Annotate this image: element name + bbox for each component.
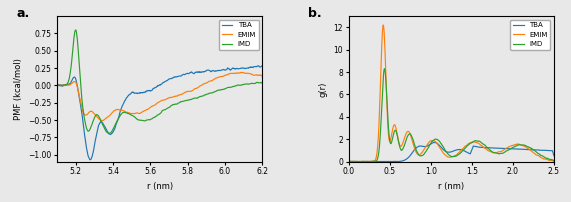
IMD — [399, 149, 405, 152]
EMIM — [109, 111, 116, 113]
EMIM — [268, 80, 275, 82]
TBA — [550, 154, 557, 157]
EMIM — [151, 104, 158, 106]
Line: IMD: IMD — [348, 69, 554, 162]
TBA — [54, 84, 61, 86]
EMIM — [467, 142, 474, 144]
TBA — [87, 159, 94, 161]
IMD — [216, 89, 223, 91]
IMD — [439, 143, 445, 146]
TBA — [262, 64, 269, 66]
IMD — [345, 160, 352, 163]
Line: EMIM: EMIM — [348, 25, 554, 162]
EMIM — [380, 24, 387, 26]
Legend: TBA, EMIM, IMD: TBA, EMIM, IMD — [219, 20, 259, 50]
Text: b.: b. — [308, 7, 321, 20]
Line: IMD: IMD — [57, 30, 272, 133]
EMIM — [98, 119, 105, 122]
EMIM — [500, 148, 507, 151]
TBA — [180, 73, 187, 76]
EMIM — [483, 148, 490, 150]
Legend: TBA, EMIM, IMD: TBA, EMIM, IMD — [510, 20, 550, 50]
EMIM — [382, 67, 389, 69]
TBA — [439, 147, 445, 149]
TBA — [198, 71, 204, 73]
TBA — [483, 146, 490, 149]
TBA — [92, 139, 99, 141]
Line: EMIM: EMIM — [57, 73, 272, 121]
EMIM — [239, 71, 246, 74]
TBA — [216, 69, 223, 72]
Y-axis label: g(r): g(r) — [319, 81, 328, 97]
EMIM — [439, 150, 445, 153]
IMD — [467, 142, 473, 145]
IMD — [381, 67, 388, 70]
TBA — [467, 153, 474, 155]
IMD — [151, 116, 158, 118]
IMD — [550, 160, 557, 162]
TBA — [399, 160, 405, 162]
X-axis label: r (nm): r (nm) — [147, 182, 173, 191]
EMIM — [198, 84, 204, 87]
IMD — [73, 29, 79, 31]
EMIM — [92, 114, 99, 116]
EMIM — [363, 160, 369, 163]
Y-axis label: PMF (kcal/mol): PMF (kcal/mol) — [14, 58, 23, 120]
IMD — [482, 145, 489, 147]
TBA — [151, 87, 158, 89]
IMD — [268, 83, 275, 85]
IMD — [106, 132, 113, 135]
IMD — [382, 72, 389, 74]
Line: TBA: TBA — [57, 65, 272, 160]
X-axis label: r (nm): r (nm) — [438, 182, 464, 191]
EMIM — [399, 144, 405, 146]
TBA — [500, 147, 507, 150]
EMIM — [216, 76, 223, 78]
Text: a.: a. — [16, 7, 29, 20]
TBA — [109, 132, 116, 134]
TBA — [345, 160, 352, 163]
IMD — [110, 128, 116, 130]
TBA — [431, 141, 437, 144]
EMIM — [345, 160, 352, 163]
IMD — [181, 100, 188, 102]
EMIM — [550, 160, 557, 162]
TBA — [382, 160, 389, 163]
TBA — [351, 160, 358, 163]
EMIM — [180, 92, 187, 94]
IMD — [54, 84, 61, 87]
TBA — [268, 73, 275, 75]
EMIM — [54, 84, 61, 86]
IMD — [92, 115, 99, 117]
IMD — [500, 152, 507, 154]
IMD — [198, 95, 204, 98]
Line: TBA: TBA — [348, 142, 554, 162]
